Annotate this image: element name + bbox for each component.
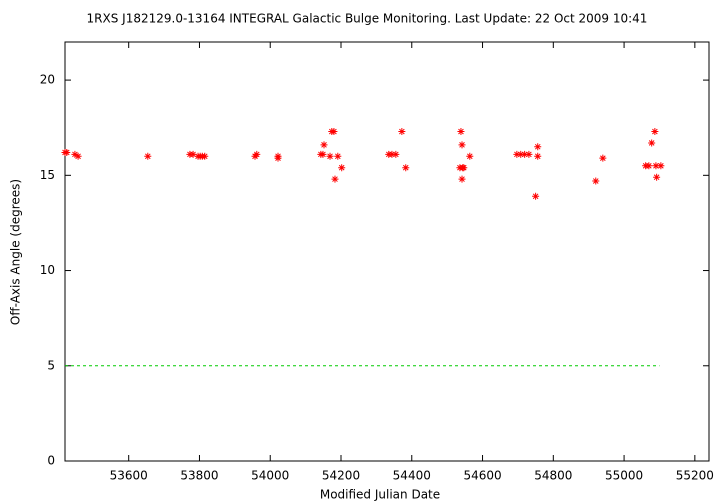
y-tick-label: 20 [40, 73, 55, 87]
point [201, 152, 209, 160]
point [466, 152, 474, 160]
point [144, 152, 152, 160]
point [398, 128, 406, 136]
x-tick-label: 53600 [110, 469, 148, 483]
point [189, 150, 197, 158]
point [657, 162, 665, 170]
point [457, 128, 465, 136]
point [74, 152, 82, 160]
point [599, 154, 607, 162]
point [653, 173, 661, 181]
point [331, 175, 339, 183]
point [592, 177, 600, 185]
x-tick-label: 54600 [463, 469, 501, 483]
point [71, 150, 79, 158]
y-axis-label: Off-Axis Angle (degrees) [9, 179, 23, 325]
x-tick-label: 54000 [251, 469, 289, 483]
point [652, 162, 660, 170]
point [319, 150, 327, 158]
y-tick-label: 0 [47, 454, 55, 468]
point [648, 139, 656, 147]
point [651, 128, 659, 136]
point [63, 148, 71, 156]
x-tick-label: 54200 [322, 469, 360, 483]
point [338, 164, 346, 172]
x-tick-label: 54800 [534, 469, 572, 483]
x-tick-label: 54400 [393, 469, 431, 483]
point [334, 152, 342, 160]
point [326, 152, 334, 160]
x-tick-label: 53800 [180, 469, 218, 483]
y-tick-label: 15 [40, 168, 55, 182]
point [253, 150, 261, 158]
point [330, 128, 338, 136]
point [388, 150, 396, 158]
y-tick-label: 5 [47, 358, 55, 372]
x-tick-label: 55200 [676, 469, 714, 483]
point [534, 143, 542, 151]
point [392, 150, 400, 158]
point [274, 154, 282, 162]
point [534, 152, 542, 160]
y-tick-label: 10 [40, 263, 55, 277]
point [458, 175, 466, 183]
point [521, 150, 529, 158]
point [458, 141, 466, 149]
point [320, 141, 328, 149]
x-axis-label: Modified Julian Date [320, 488, 440, 502]
point [517, 150, 525, 158]
chart-title: 1RXS J182129.0-13164 INTEGRAL Galactic B… [87, 12, 648, 26]
point [645, 162, 653, 170]
point [460, 164, 468, 172]
plot-border [64, 41, 710, 462]
point [402, 164, 410, 172]
x-tick-label: 55000 [605, 469, 643, 483]
point [525, 150, 533, 158]
point [532, 192, 540, 200]
point [513, 150, 521, 158]
